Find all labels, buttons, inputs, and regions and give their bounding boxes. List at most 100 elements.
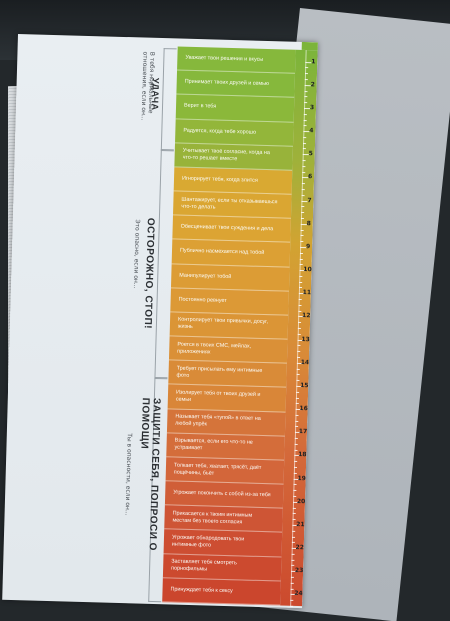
list-item-text: Уважает твои решения и вкусы [185, 54, 264, 63]
list-item: Называет тебя «тупой» в ответ на любой у… [166, 408, 286, 437]
ruler-minor-tick [294, 461, 298, 463]
ruler-minor-tick [296, 368, 300, 370]
list-item: Постоянно ревнует [170, 288, 289, 316]
ruler-minor-tick [296, 374, 300, 376]
ruler-minor-tick [294, 443, 298, 445]
ruler-minor-tick [292, 513, 296, 515]
printed-page: УДАЧА В тебя нормальные отношения, если … [2, 34, 318, 609]
list-item: Обесценивает твои суждения и дела [172, 215, 291, 244]
ruler-minor-tick [299, 252, 304, 254]
ruler-minor-tick [297, 327, 301, 330]
ruler-minor-tick [305, 67, 309, 69]
list-item: Принуждает тебя к сексу [162, 578, 281, 606]
ruler-minor-tick [292, 536, 296, 538]
list-item: Заставляет тебя смотреть порнофильмы [162, 553, 282, 582]
ruler-minor-tick [291, 559, 295, 561]
ruler-minor-tick [304, 73, 309, 75]
ruler-minor-tick [298, 304, 302, 306]
ruler-minor-tick [299, 258, 303, 260]
ruler-minor-tick [299, 281, 303, 283]
list-item-text: Манипулирует тобой [179, 272, 232, 280]
ruler-minor-tick [303, 136, 307, 138]
list-item-text: Публично насмехается над тобой [179, 248, 265, 257]
ruler-minor-tick [290, 576, 294, 578]
list-item-text: Называет тебя «тупой» в ответ на любой у… [175, 413, 261, 428]
ruler-minor-tick [301, 183, 305, 185]
list-item-text: Толкает тебя, хватает, трясёт, даёт пощё… [173, 462, 262, 477]
list-item: Публично насмехается над тобой [171, 239, 291, 268]
ruler-minor-tick [295, 397, 299, 399]
list-item: Учитывает твоё согласие, когда на что-то… [174, 143, 293, 171]
section-subtitle-1: В тебя нормальные отношения, если он... [139, 51, 156, 121]
list-item: Шантажирует, если ты отказываешься что-т… [172, 191, 292, 219]
ruler-minor-tick [295, 420, 299, 422]
list-item-text: Постоянно ревнует [178, 296, 227, 304]
ruler-minor-tick [296, 391, 300, 393]
list-item: Игнорирует тебя, когда злится [173, 167, 293, 195]
list-item: Прикасается к твоим интимным местам без … [164, 505, 283, 534]
list-item: Радуется, когда тебе хорошо [175, 118, 294, 147]
list-item: Взрывается, если его что-то не устраивае… [166, 433, 285, 461]
list-item-text: Шантажирует, если ты отказываешься что-т… [181, 196, 278, 211]
ruler-minor-tick [304, 90, 308, 92]
ruler-minor-tick [301, 188, 305, 191]
list-item-text: Обесценивает твои суждения и дела [180, 223, 274, 233]
list-item: Требует присылать ему интимные фото [168, 360, 287, 389]
ruler-minor-tick [291, 553, 295, 555]
behavior-list: Уважает твои решения и вкусы Принимает тв… [162, 46, 296, 606]
list-item: Угрожает обнародовать твои интимные фото [163, 529, 283, 558]
list-item-text: Принуждает тебя к сексу [170, 586, 233, 595]
list-item-text: Учитывает твоё согласие, когда на что-то… [182, 147, 271, 163]
ruler-minor-tick [292, 530, 296, 532]
list-item-text: Контролирует твои привычки, досуг, жизнь [177, 317, 269, 331]
ruler-minor-tick [297, 351, 301, 353]
list-item: Роется в твоих СМС, мейлах, приложениях [168, 336, 288, 364]
ruler-minor-tick [303, 142, 307, 144]
ruler-minor-tick [300, 229, 304, 231]
ruler-minor-tick [304, 96, 308, 98]
ruler-minor-tick [293, 466, 298, 468]
ruler-minor-tick [298, 298, 302, 301]
list-item-text: Угрожает покончить с собой из-за тебя [173, 489, 271, 499]
list-item-text: Взрывается, если его что-то не устраивае… [174, 437, 253, 452]
ruler-minor-tick [301, 206, 305, 208]
ruler-number: 2 [310, 80, 315, 89]
list-item-text: Заставляет тебя смотреть порнофильмы [171, 558, 237, 573]
list-item: Изолирует тебя от твоих друзей и семьи [167, 384, 287, 413]
list-item-text: Игнорирует тебя, когда злится [181, 175, 258, 184]
ruler-minor-tick [292, 507, 296, 509]
ruler-minor-tick [303, 113, 307, 115]
list-item: Угрожает покончить с собой из-за тебя [164, 481, 284, 509]
list-item: Манипулирует тобой [170, 263, 290, 292]
ruler-minor-tick [297, 345, 301, 347]
section-subtitle-3: Ты в опасности, если он... [123, 433, 133, 516]
ruler-minor-tick [290, 600, 294, 602]
list-item-text: Угрожает обнародовать твои интимные фото [171, 534, 245, 549]
ruler-minor-tick [290, 582, 294, 584]
list-item: Толкает тебя, хватает, трясёт, даёт пощё… [165, 457, 285, 485]
ruler-minor-tick [301, 212, 305, 214]
list-item: Принимает твоих друзей и семью [176, 70, 295, 99]
list-item-text: Прикасается к твоим интимным местам без … [172, 510, 253, 526]
ruler-minor-tick [298, 322, 302, 324]
list-item: Уважает твои решения и вкусы [177, 46, 296, 74]
ruler-minor-tick [294, 437, 298, 440]
list-item-text: Изолирует тебя от твоих друзей и семьи [175, 389, 261, 403]
ruler-minor-tick [303, 119, 307, 121]
ruler-minor-tick [293, 484, 297, 486]
ruler-number: 1 [311, 57, 316, 65]
ruler-minor-tick [302, 165, 306, 167]
list-item: Контролирует твои привычки, досуг, жизнь [169, 312, 289, 340]
section-subtitle-2: Это опасно, если он... [131, 219, 141, 289]
ruler-minor-tick [293, 490, 297, 492]
section-title-2: ОСТОРОЖНО, СТОП! [141, 217, 156, 330]
ruler-minor-tick [299, 275, 303, 277]
list-item-text: Принимает твоих друзей и семью [184, 78, 270, 88]
ruler-minor-tick [295, 414, 299, 416]
list-item-text: Радуется, когда тебе хорошо [183, 127, 257, 136]
ruler-minor-tick [302, 160, 306, 162]
list-item-text: Верит в тебя [183, 103, 217, 110]
ruler-minor-tick [300, 235, 304, 237]
list-item-text: Требует присылать ему интимные фото [176, 365, 263, 379]
list-item-text: Роется в твоих СМС, мейлах, приложениях [177, 341, 252, 356]
